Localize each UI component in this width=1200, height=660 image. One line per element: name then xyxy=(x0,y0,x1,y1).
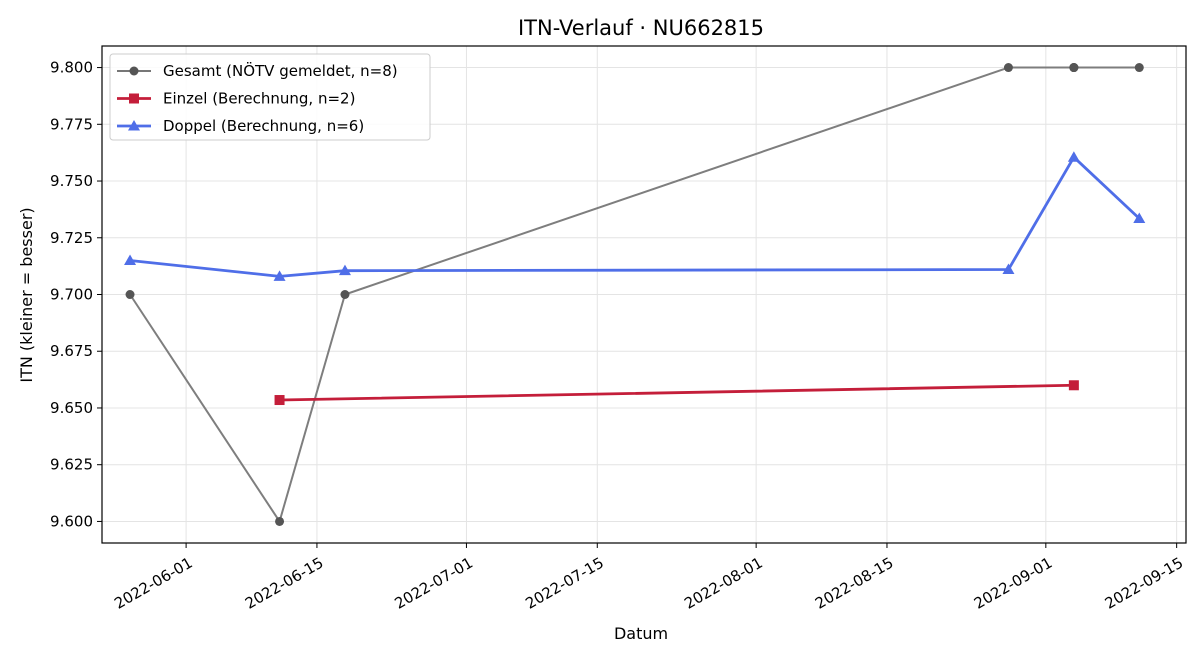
y-tick-label: 9.625 xyxy=(50,456,93,474)
legend-frame xyxy=(109,53,431,141)
x-tick-label: 2022-07-15 xyxy=(522,554,607,613)
series-3-point xyxy=(1002,263,1015,275)
legend-label: Einzel (Berechnung, n=2) xyxy=(163,90,355,108)
series-3-line xyxy=(128,155,1141,278)
legend-entries: Gesamt (NÖTV gemeldet, n=8) Einzel (Berec… xyxy=(117,61,398,135)
series-layer xyxy=(124,63,1146,526)
series-1-line xyxy=(129,66,1141,523)
series-3-point xyxy=(1133,212,1146,223)
legend-swatch-marker xyxy=(129,66,139,76)
x-tick-label: 2022-06-15 xyxy=(242,554,327,613)
series-1-point xyxy=(275,516,285,526)
y-axis-title: ITN (kleiner = besser) xyxy=(17,207,36,382)
y-tick-label: 9.675 xyxy=(50,342,93,360)
y-tick-label: 9.600 xyxy=(50,512,93,530)
series-3-point xyxy=(124,254,137,265)
grid-layer xyxy=(102,46,1186,543)
chart-title: ITN-Verlauf · NU662815 xyxy=(518,16,764,40)
legend: Gesamt (NÖTV gemeldet, n=8) Einzel (Berec… xyxy=(109,53,431,141)
series-2 xyxy=(274,380,1079,406)
x-tick-label: 2022-09-15 xyxy=(1102,554,1187,613)
x-tick-label: 2022-08-01 xyxy=(681,554,766,613)
legend-entry-3: Doppel (Berechnung, n=6) xyxy=(117,117,364,135)
series-3-point xyxy=(338,264,351,276)
series-2-line xyxy=(278,383,1076,402)
x-tick-label: 2022-08-15 xyxy=(812,554,897,613)
legend-label: Gesamt (NÖTV gemeldet, n=8) xyxy=(163,61,398,80)
y-tick-label: 9.750 xyxy=(50,172,93,190)
series-3-point xyxy=(1067,151,1080,162)
series-1-point xyxy=(1069,63,1079,73)
series-2-point xyxy=(1068,380,1079,391)
legend-swatch-marker xyxy=(129,93,139,104)
y-tick-label: 9.775 xyxy=(50,115,93,133)
series-1-point xyxy=(340,290,350,299)
y-tick-label: 9.700 xyxy=(50,286,93,304)
legend-entry-1: Gesamt (NÖTV gemeldet, n=8) xyxy=(117,61,398,80)
legend-swatch-marker xyxy=(128,120,140,131)
tick-layer: 2022-06-01 2022-06-15 2022-07-01 2022-07-15… xyxy=(50,59,1186,613)
series-3-point xyxy=(273,270,286,281)
legend-label: Doppel (Berechnung, n=6) xyxy=(163,117,364,135)
series-2-point xyxy=(274,395,285,406)
y-tick-label: 9.800 xyxy=(50,59,93,77)
y-tick-label: 9.725 xyxy=(50,229,93,247)
x-tick-label: 2022-07-01 xyxy=(392,554,477,613)
x-tick-label: 2022-09-01 xyxy=(971,554,1056,613)
x-axis-title: Datum xyxy=(614,624,668,643)
y-tick-label: 9.650 xyxy=(50,399,93,417)
series-1-point xyxy=(1134,63,1144,73)
series-1 xyxy=(125,63,1144,526)
series-3 xyxy=(124,151,1146,281)
series-1-point xyxy=(125,290,135,299)
legend-entry-2: Einzel (Berechnung, n=2) xyxy=(117,90,355,108)
series-1-point xyxy=(1003,63,1013,73)
x-tick-label: 2022-06-01 xyxy=(111,554,196,613)
